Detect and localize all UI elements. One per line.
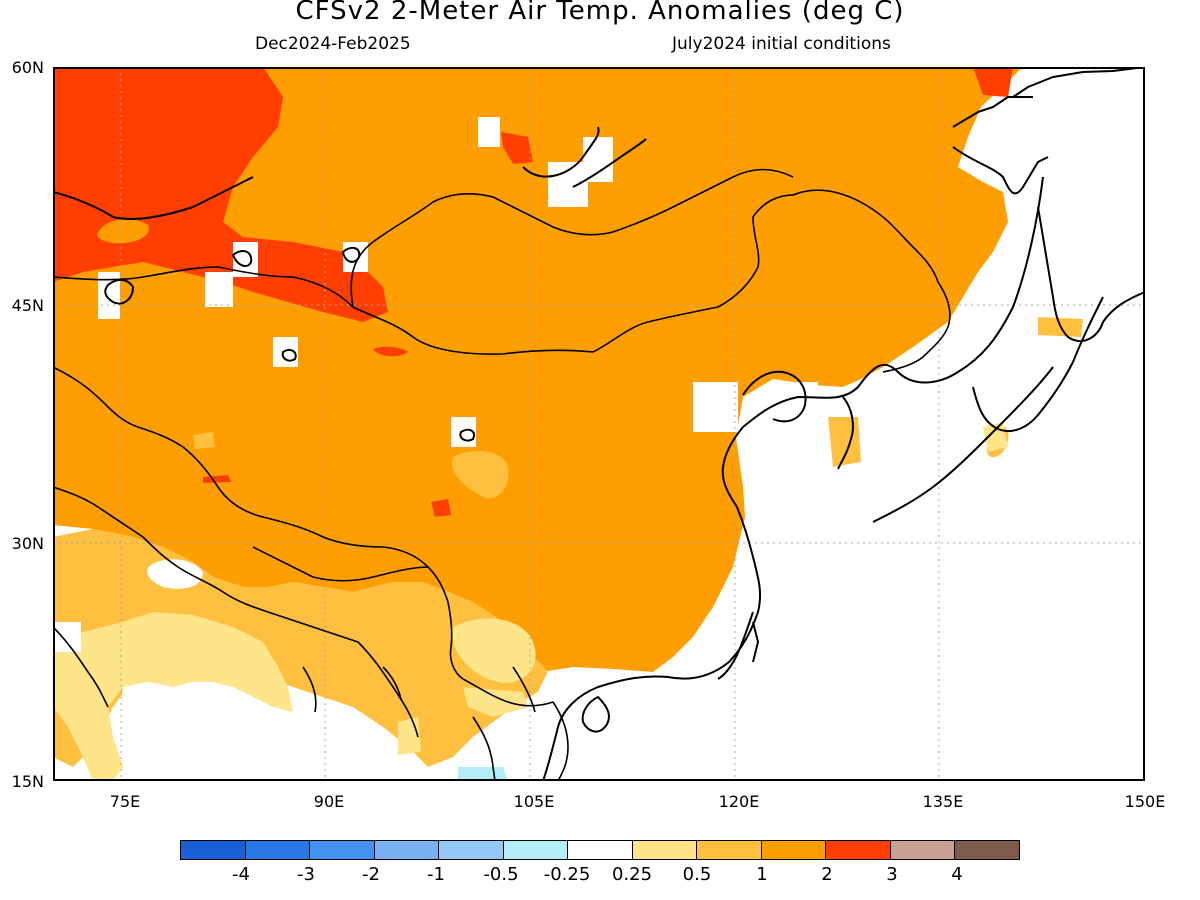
legend-tick-label: -2: [362, 864, 380, 885]
lat-tick-label: 60N: [11, 58, 44, 77]
legend-swatch: [374, 841, 440, 859]
mask-block: [98, 272, 120, 319]
borders: [52, 168, 951, 782]
lat-tick-label: 15N: [11, 772, 44, 791]
mask-block: [478, 117, 500, 147]
legend-swatch: [245, 841, 311, 859]
anomaly-region-2-3: [501, 132, 533, 164]
anomaly-region-1-2: [97, 218, 149, 244]
mask-block: [205, 272, 233, 307]
anomaly-region-minus-0.25: [458, 767, 508, 781]
legend-tick-label: 4: [951, 864, 963, 885]
legend-swatch: [503, 841, 569, 859]
anomaly-region-2-3: [53, 67, 388, 322]
legend-tick-label: 2: [821, 864, 833, 885]
lat-tick-label: 30N: [11, 534, 44, 553]
anomaly-region-0.5-1: [193, 432, 215, 449]
anomaly-map: [52, 66, 1146, 782]
anomaly-region-0.25-0.5: [452, 618, 536, 683]
anomaly-region-2-3: [373, 346, 408, 357]
legend-tick-label: -0.5: [483, 864, 519, 885]
lat-tick-label: 45N: [11, 296, 44, 315]
legend-swatch: [632, 841, 698, 859]
lon-tick-label: 150E: [1124, 792, 1166, 811]
anomaly-region-0.25-0.5: [463, 687, 528, 717]
legend-swatch: [761, 841, 827, 859]
legend-tick-label: 3: [886, 864, 898, 885]
mask-block: [693, 382, 738, 432]
legend-swatch: [826, 841, 891, 859]
color-legend-bar: [180, 840, 1020, 860]
chart-title: CFSv2 2-Meter Air Temp. Anomalies (deg C…: [295, 0, 905, 26]
lon-tick-label: 90E: [313, 792, 345, 811]
legend-swatch: [181, 841, 246, 859]
mask-block: [768, 382, 818, 462]
lon-tick-label: 105E: [513, 792, 555, 811]
legend-tick-label: -3: [297, 864, 315, 885]
lon-tick-label: 120E: [718, 792, 760, 811]
legend-tick-label: 1: [756, 864, 768, 885]
anomaly-region-2-3: [431, 499, 451, 517]
legend-swatch: [697, 841, 762, 859]
mask-block: [343, 242, 368, 272]
legend-swatch: [890, 841, 956, 859]
anomaly-region-0.5-1: [452, 451, 509, 499]
legend-tick-label: -0.25: [543, 864, 591, 885]
legend-swatch: [568, 841, 633, 859]
legend-tick-label: 0.25: [611, 864, 653, 885]
mask-block: [583, 137, 613, 182]
anomaly-region-2-3: [973, 67, 1013, 97]
anomaly-region-0.25-0.5: [53, 612, 293, 781]
anomaly-region-1-2: [53, 67, 1023, 672]
initial-conditions: July2024 initial conditions: [672, 34, 891, 54]
lon-tick-label: 135E: [922, 792, 964, 811]
anomaly-region-0.5-1: [828, 417, 861, 467]
lon-tick-label: 75E: [109, 792, 141, 811]
legend-tick-label: 0.5: [682, 864, 712, 885]
anomaly-region-near-zero: [118, 682, 298, 781]
legend-swatch: [310, 841, 375, 859]
grid-lines: [53, 67, 1145, 781]
legend-tick-label: -1: [427, 864, 445, 885]
coastlines: [52, 66, 1146, 782]
mask-block: [548, 162, 588, 207]
forecast-period: Dec2024-Feb2025: [255, 34, 411, 54]
map-frame: [53, 67, 1145, 781]
legend-swatch: [439, 841, 504, 859]
legend-swatch: [955, 841, 1019, 859]
legend-tick-label: -4: [232, 864, 250, 885]
mask-block: [53, 622, 81, 652]
anomaly-region-near-zero: [147, 559, 203, 589]
